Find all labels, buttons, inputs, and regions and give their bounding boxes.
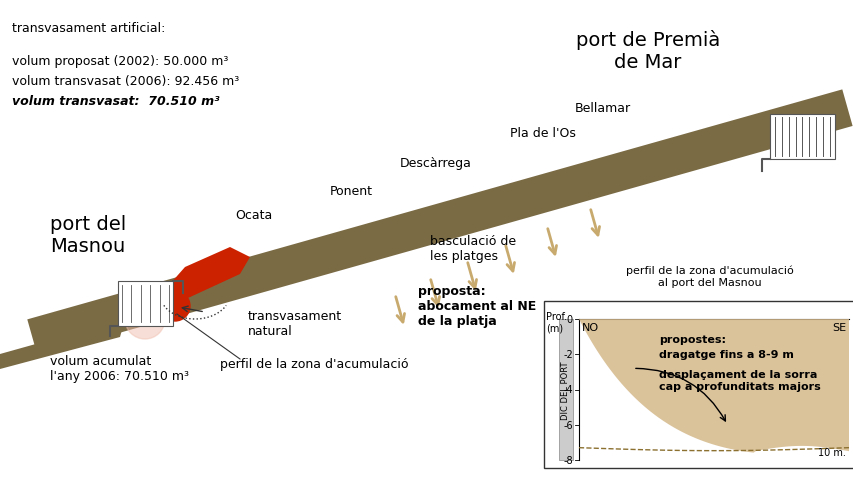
Text: volum proposat (2002): 50.000 m³: volum proposat (2002): 50.000 m³ bbox=[12, 55, 228, 68]
Text: perfil de la zona d'acumulació
al port del Masnou: perfil de la zona d'acumulació al port d… bbox=[625, 265, 793, 288]
Text: -8: -8 bbox=[563, 455, 572, 465]
Text: port del
Masnou: port del Masnou bbox=[50, 215, 126, 255]
Text: Ponent: Ponent bbox=[329, 185, 373, 198]
Text: Descàrrega: Descàrrega bbox=[399, 156, 472, 169]
Text: volum transvasat (2006): 92.456 m³: volum transvasat (2006): 92.456 m³ bbox=[12, 75, 239, 88]
Text: -4: -4 bbox=[563, 384, 572, 395]
Bar bbox=[118, 281, 173, 326]
Text: Pla de l'Os: Pla de l'Os bbox=[509, 127, 575, 140]
Text: DIC DEL PORT: DIC DEL PORT bbox=[560, 360, 570, 419]
Bar bbox=[769, 115, 834, 160]
Circle shape bbox=[125, 300, 165, 339]
Polygon shape bbox=[27, 90, 851, 356]
Text: -2: -2 bbox=[563, 349, 572, 360]
Text: volum transvasat:  70.510 m³: volum transvasat: 70.510 m³ bbox=[12, 95, 219, 108]
Text: proposta:
abocament al NE
de la platja: proposta: abocament al NE de la platja bbox=[417, 285, 536, 327]
Text: transvasament
natural: transvasament natural bbox=[247, 309, 342, 337]
Text: 0: 0 bbox=[566, 314, 572, 324]
Text: perfil de la zona d'acumulació: perfil de la zona d'acumulació bbox=[220, 357, 408, 370]
Bar bbox=[559, 319, 572, 460]
Text: basculació de
les platges: basculació de les platges bbox=[430, 235, 515, 263]
Text: Bellamar: Bellamar bbox=[574, 102, 630, 115]
Text: Prof.
(m): Prof. (m) bbox=[545, 312, 566, 333]
Polygon shape bbox=[0, 319, 125, 369]
Text: volum acumulat
l'any 2006: 70.510 m³: volum acumulat l'any 2006: 70.510 m³ bbox=[50, 354, 189, 382]
Text: Ocata: Ocata bbox=[235, 209, 272, 222]
Text: dragatge fins a 8-9 m: dragatge fins a 8-9 m bbox=[659, 349, 793, 359]
Text: port de Premià
de Mar: port de Premià de Mar bbox=[575, 30, 719, 72]
Polygon shape bbox=[578, 319, 848, 453]
Text: SE: SE bbox=[831, 323, 845, 332]
Text: -6: -6 bbox=[563, 420, 572, 430]
Text: 10 m.: 10 m. bbox=[817, 447, 845, 457]
Text: propostes:: propostes: bbox=[659, 334, 725, 344]
Text: NO: NO bbox=[581, 323, 599, 332]
Circle shape bbox=[160, 291, 189, 321]
Bar bbox=[543, 301, 853, 468]
Text: desplaçament de la sorra
cap a profunditats majors: desplaçament de la sorra cap a profundit… bbox=[659, 369, 820, 391]
Text: transvasament artificial:: transvasament artificial: bbox=[12, 22, 165, 35]
Polygon shape bbox=[170, 248, 250, 304]
